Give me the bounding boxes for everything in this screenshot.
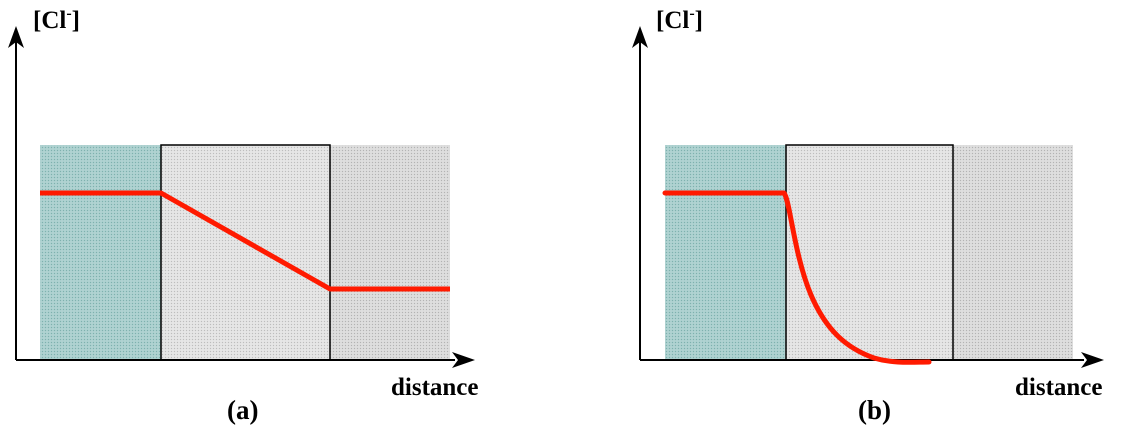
x-axis-label: distance (1015, 374, 1103, 401)
y-axis-label-superscript: - (689, 5, 695, 22)
region-middle (160, 144, 331, 361)
diagram-panel-b: [Cl-] distance (b) (564, 0, 1128, 432)
y-axis-label: [Cl-] (656, 5, 703, 34)
x-axis-label: distance (391, 374, 479, 401)
concentration-profile-line (662, 190, 932, 365)
region-left (665, 145, 786, 360)
region-middle (785, 144, 954, 361)
x-axis-arrowhead (452, 352, 475, 368)
concentration-profile-line (40, 190, 450, 292)
panel-caption: (a) (227, 395, 259, 425)
region-right (330, 145, 450, 360)
y-axis-label-superscript: - (66, 5, 72, 22)
y-axis-arrowhead (632, 26, 648, 48)
diagram-panel-a: [Cl-] distance (a) (8, 5, 479, 425)
y-axis-label: [Cl-] (33, 5, 80, 34)
x-axis-arrowhead (1081, 352, 1104, 368)
y-axis-label-close: ] (694, 7, 703, 34)
diagram-b-canvas (632, 26, 1104, 368)
diagram-a-canvas (8, 26, 475, 368)
region-left (40, 145, 161, 360)
y-axis-label-close: ] (71, 7, 80, 34)
panel-caption: (b) (858, 395, 891, 425)
y-axis-label-main: [Cl (656, 7, 690, 34)
region-right (953, 145, 1073, 360)
y-axis-arrowhead (8, 26, 24, 48)
y-axis-label-main: [Cl (33, 7, 67, 34)
